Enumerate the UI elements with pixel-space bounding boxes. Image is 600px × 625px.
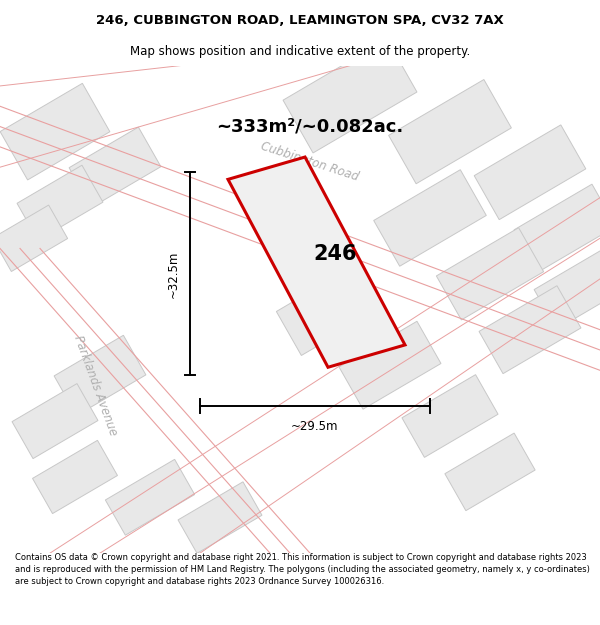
Polygon shape [402, 374, 498, 458]
Polygon shape [339, 321, 441, 409]
Text: ~32.5m: ~32.5m [167, 250, 180, 298]
Polygon shape [479, 286, 581, 374]
Text: ~29.5m: ~29.5m [291, 420, 339, 433]
Polygon shape [474, 125, 586, 219]
Polygon shape [283, 39, 417, 153]
Text: 246, CUBBINGTON ROAD, LEAMINGTON SPA, CV32 7AX: 246, CUBBINGTON ROAD, LEAMINGTON SPA, CV… [96, 14, 504, 28]
Polygon shape [106, 459, 194, 535]
Polygon shape [514, 184, 600, 272]
Polygon shape [277, 263, 383, 356]
Polygon shape [534, 249, 600, 329]
Polygon shape [69, 127, 161, 208]
Polygon shape [12, 384, 98, 459]
Polygon shape [0, 205, 68, 271]
Text: Contains OS data © Crown copyright and database right 2021. This information is : Contains OS data © Crown copyright and d… [15, 553, 590, 586]
Polygon shape [389, 79, 511, 184]
Text: Map shows position and indicative extent of the property.: Map shows position and indicative extent… [130, 44, 470, 58]
Text: Parklands Avenue: Parklands Avenue [71, 334, 119, 437]
Polygon shape [178, 482, 262, 553]
Polygon shape [436, 228, 544, 320]
Polygon shape [374, 170, 487, 266]
Polygon shape [17, 165, 103, 240]
Text: 246: 246 [313, 244, 357, 264]
Polygon shape [32, 441, 118, 514]
Text: ~333m²/~0.082ac.: ~333m²/~0.082ac. [217, 118, 404, 136]
Polygon shape [54, 335, 146, 416]
Polygon shape [445, 433, 535, 511]
Text: Cubbington Road: Cubbington Road [259, 140, 361, 184]
Polygon shape [0, 83, 110, 180]
Polygon shape [228, 157, 405, 368]
